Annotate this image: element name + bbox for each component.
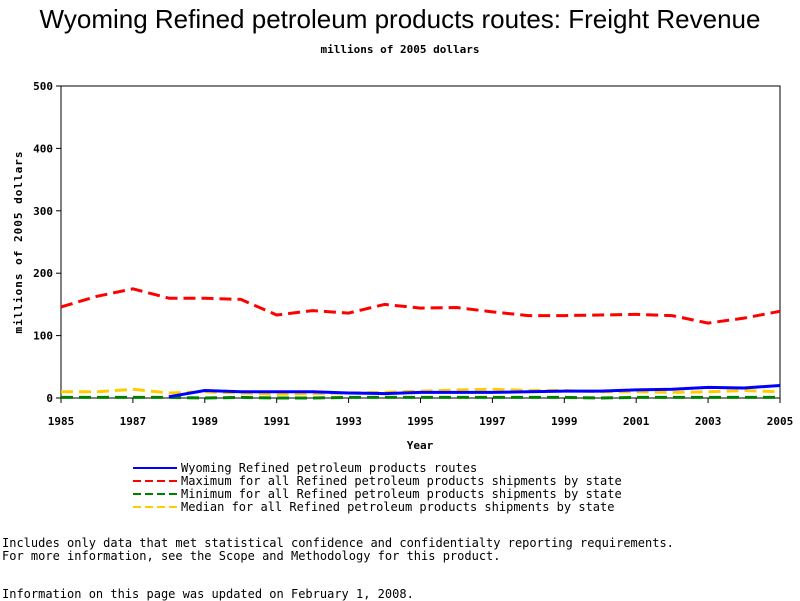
y-tick-label: 500 xyxy=(33,80,53,93)
y-axis-title: millions of 2005 dollars xyxy=(12,151,25,334)
chart-subtitle: millions of 2005 dollars xyxy=(320,43,480,56)
series-line-4 xyxy=(61,387,781,396)
x-tick-label: 2003 xyxy=(695,415,722,428)
legend-swatch-blue xyxy=(133,466,177,469)
line-chart: 0 100 200 300 400 500 1985 1987 1989 1991 1993 199… xyxy=(12,80,794,452)
legend-label: Wyoming Refined petroleum products route… xyxy=(181,460,478,475)
legend-item: Maximum for all Refined petroleum produc… xyxy=(133,473,622,488)
legend-swatch-green xyxy=(133,492,177,495)
y-tick-label: 400 xyxy=(33,142,53,155)
y-tick-label: 200 xyxy=(33,267,53,280)
legend-swatch-yellow xyxy=(133,505,177,508)
plot-area-frame xyxy=(60,85,781,399)
footnote-updated: Information on this page was updated on … xyxy=(2,587,414,601)
x-axis-title: Year xyxy=(407,439,434,452)
legend-item: Minimum for all Refined petroleum produc… xyxy=(133,486,622,501)
series-lines xyxy=(60,287,781,400)
chart-title: Wyoming Refined petroleum products route… xyxy=(39,4,761,34)
legend-item: Median for all Refined petroleum product… xyxy=(133,499,622,514)
x-tick-label: 1985 xyxy=(48,415,75,428)
series-line-1 xyxy=(168,384,781,399)
y-axis: 0 100 200 300 400 500 xyxy=(33,80,61,405)
x-tick-label: 1987 xyxy=(120,415,147,428)
x-axis: 1985 1987 1989 1991 1993 1995 1997 1999 2001 2003… xyxy=(48,398,794,428)
series-line-3 xyxy=(61,395,780,400)
x-tick-label: 1991 xyxy=(263,415,290,428)
legend-swatch-red xyxy=(133,479,177,482)
x-tick-label: 1995 xyxy=(407,415,434,428)
legend: Wyoming Refined petroleum products route… xyxy=(133,460,622,514)
y-tick-label: 300 xyxy=(33,205,53,218)
legend-label: Minimum for all Refined petroleum produc… xyxy=(181,486,622,501)
footnote-methodology: For more information, see the Scope and … xyxy=(2,549,501,563)
x-tick-label: 1999 xyxy=(551,415,578,428)
legend-label: Median for all Refined petroleum product… xyxy=(181,499,615,514)
x-tick-label: 2005 xyxy=(767,415,794,428)
x-tick-label: 1997 xyxy=(479,415,506,428)
legend-label: Maximum for all Refined petroleum produc… xyxy=(181,473,622,488)
x-tick-label: 1989 xyxy=(192,415,219,428)
x-tick-label: 1993 xyxy=(335,415,362,428)
footnote-confidence: Includes only data that met statistical … xyxy=(2,536,674,550)
y-tick-label: 100 xyxy=(33,330,53,343)
series-line-2 xyxy=(60,287,781,325)
y-tick-label: 0 xyxy=(46,392,53,405)
x-tick-label: 2001 xyxy=(623,415,650,428)
legend-item: Wyoming Refined petroleum products route… xyxy=(133,460,622,475)
